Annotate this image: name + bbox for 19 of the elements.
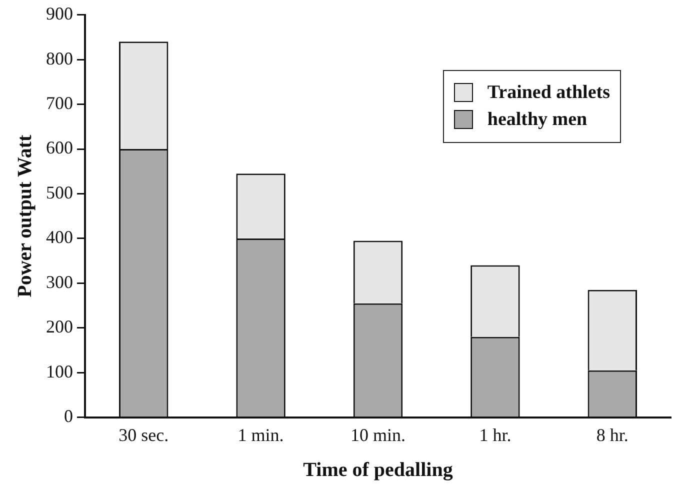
x-axis-title: Time of pedalling <box>303 459 453 482</box>
y-tick-label: 900 <box>46 4 73 24</box>
x-tick-label: 30 sec. <box>118 424 169 445</box>
y-tick-label: 300 <box>46 272 73 292</box>
y-tick-label: 500 <box>46 182 73 202</box>
x-tick-label: 10 min. <box>350 424 406 445</box>
x-tick-label: 1 min. <box>238 424 284 445</box>
x-tick-label: 1 hr. <box>479 424 512 445</box>
y-tick-label: 100 <box>46 361 73 382</box>
y-tick-label: 400 <box>46 227 73 248</box>
x-tick-label: 8 hr. <box>596 424 628 445</box>
y-tick-label: 0 <box>64 406 73 426</box>
y-tick-label: 700 <box>46 93 73 113</box>
legend-label: healthy men <box>487 108 588 131</box>
y-tick-label: 200 <box>46 316 73 337</box>
y-tick-label: 800 <box>46 48 73 68</box>
y-axis-title: Power output Watt <box>14 134 36 298</box>
y-tick-label: 600 <box>46 138 73 158</box>
legend-label: Trained athlets <box>487 82 610 104</box>
